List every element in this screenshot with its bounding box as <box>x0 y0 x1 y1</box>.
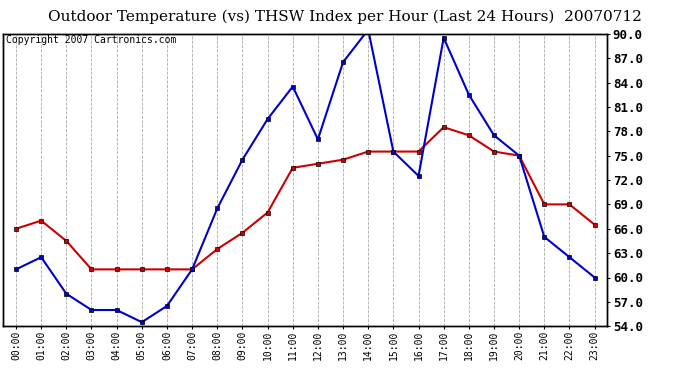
Text: Outdoor Temperature (vs) THSW Index per Hour (Last 24 Hours)  20070712: Outdoor Temperature (vs) THSW Index per … <box>48 9 642 24</box>
Text: Copyright 2007 Cartronics.com: Copyright 2007 Cartronics.com <box>6 35 177 45</box>
